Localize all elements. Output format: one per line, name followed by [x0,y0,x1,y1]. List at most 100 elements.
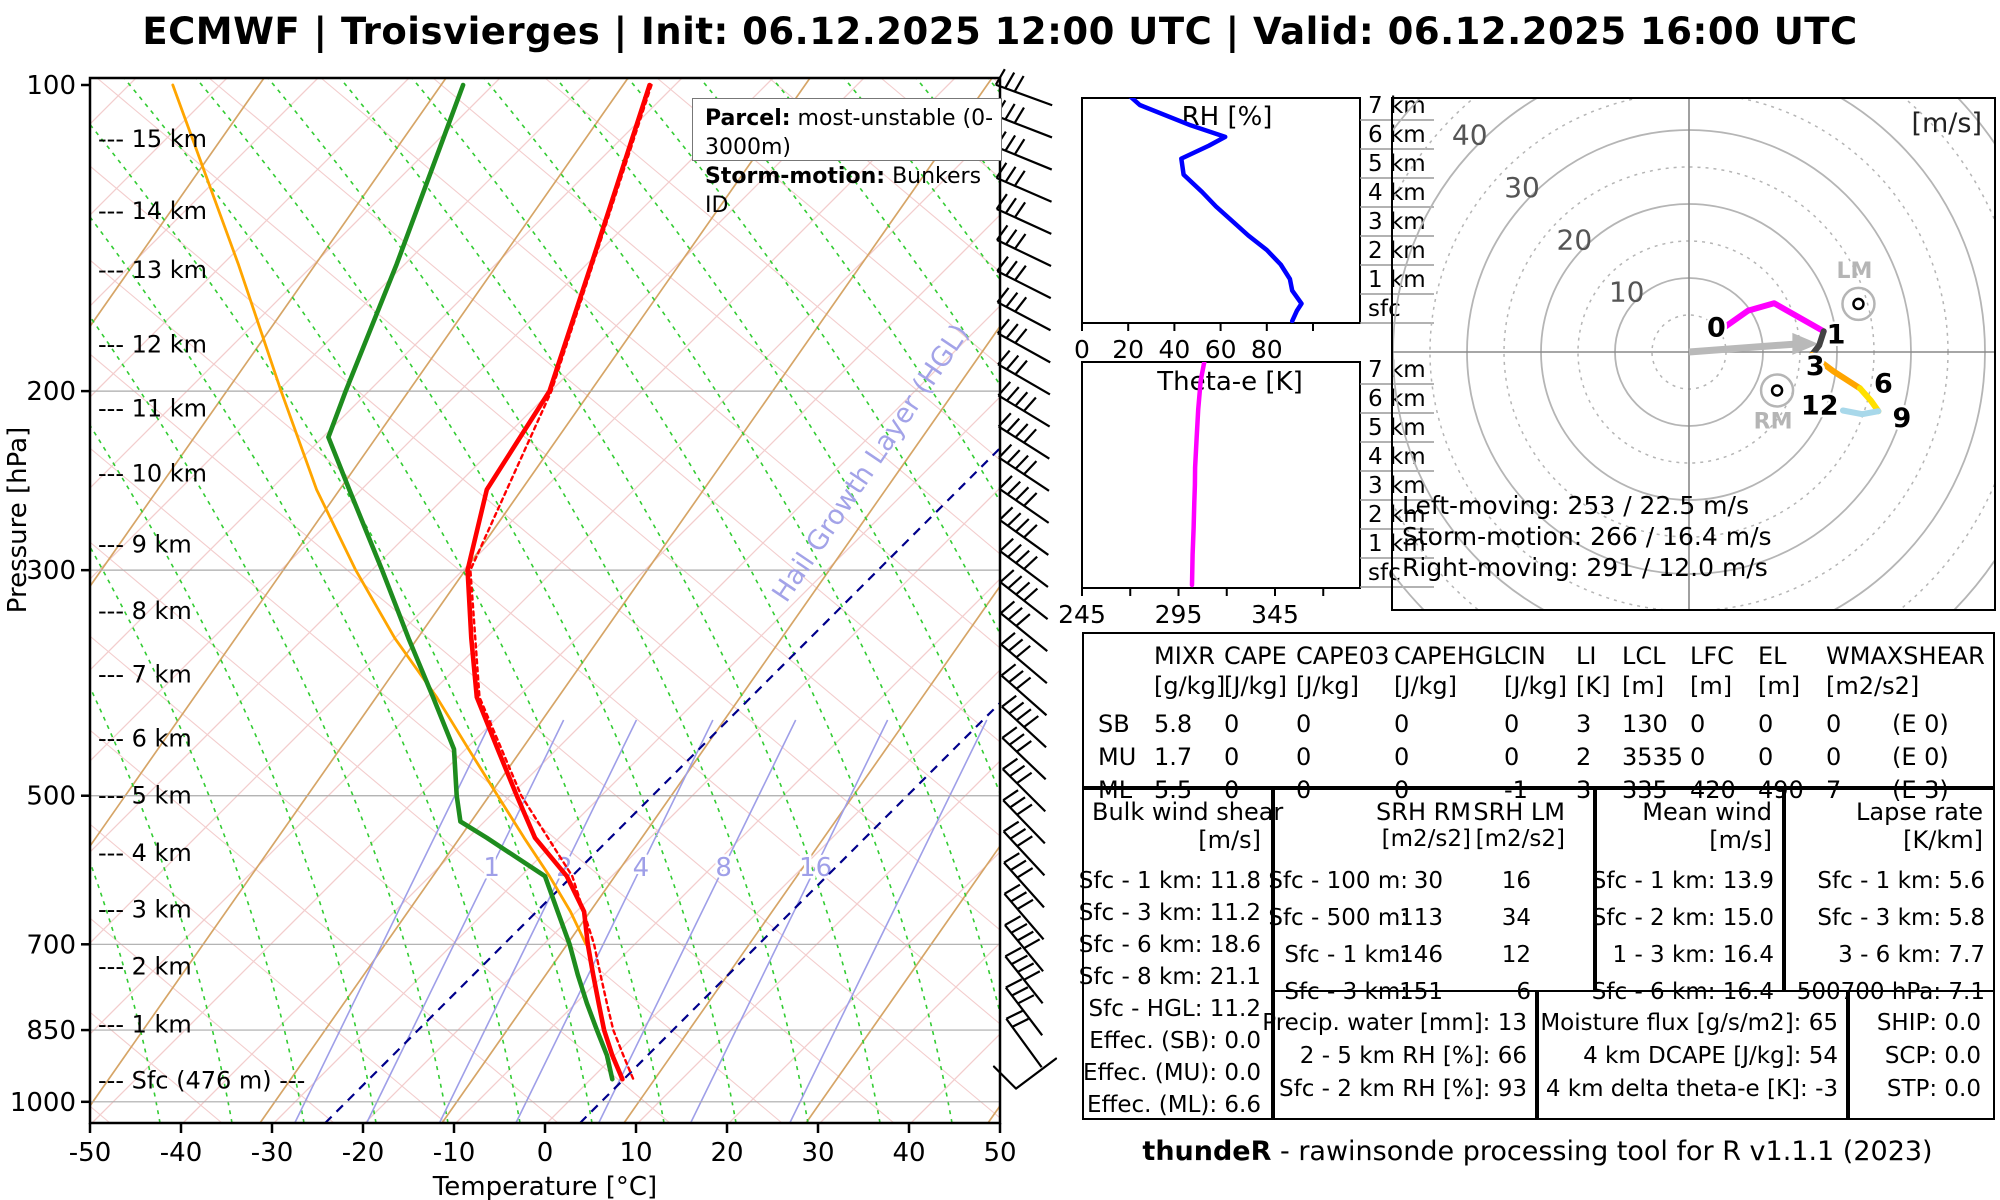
legend-parcel-line: Parcel: most-unstable (0-3000m) [705,106,994,160]
shear-row: Sfc - 8 km: 21.1 [1078,964,1261,990]
svg-text:--- Sfc (476 m) ---: --- Sfc (476 m) --- [98,1067,305,1095]
row-label-sb: SB [1098,710,1130,738]
svg-text:--- 6 km: --- 6 km [98,724,192,752]
cell-value: 335 [1622,776,1668,804]
col-unit: [m] [1622,672,1665,700]
col-unit: [J/kg] [1224,672,1288,700]
svg-text:Pressure [hPa]: Pressure [hPa] [3,427,33,614]
svg-text:3 km: 3 km [1368,473,1426,499]
col-header-cin: CIN [1504,642,1546,670]
cell-value: 3 [1576,710,1592,738]
svg-text:--- 11 km: --- 11 km [98,394,207,422]
col-header-cape03: CAPE03 [1296,642,1390,670]
cell-value: 0 [1690,710,1706,738]
srh-rm-value: 113 [1399,905,1443,931]
srh-key: Sfc - 3 km: [1284,979,1408,1005]
svg-text:--- 8 km: --- 8 km [98,597,192,625]
svg-text:--- 7 km: --- 7 km [98,661,192,689]
meanwind-row: 1 - 3 km: 16.4 [1612,942,1775,968]
left-moving-text: Left-moving: 253 / 22.5 m/s [1402,491,1749,520]
srh-key: Sfc - 100 m: [1268,868,1408,894]
svg-text:Temperature [°C]: Temperature [°C] [432,1172,657,1200]
legend-storm-line: Storm-motion: Bunkers ID [705,164,982,218]
meanwind-row: Sfc - 2 km: 15.0 [1591,905,1774,931]
lapse-row: 500700 hPa: 7.1 [1796,979,1985,1005]
srh-lm-value: 34 [1501,905,1531,931]
cell-value: 0 [1758,743,1774,771]
svg-text:--- 13 km: --- 13 km [98,256,207,284]
lapse-row: Sfc - 3 km: 5.8 [1817,905,1985,931]
svg-text:5 km: 5 km [1368,415,1426,441]
cell-value: 5.5 [1154,776,1193,804]
srh-lm-value: 6 [1516,979,1531,1005]
cell-value: 0 [1394,776,1410,804]
page-title: ECMWF | Troisvierges | Init: 06.12.2025 … [142,10,1858,53]
cell-value: 0 [1504,743,1520,771]
cell-value: 0 [1296,710,1312,738]
col-unit: [g/kg] [1154,672,1226,700]
svg-text:100: 100 [26,71,76,101]
lapse-row: 3 - 6 km: 7.7 [1838,942,1985,968]
srh-lm-value: 16 [1501,868,1531,894]
svg-text:-20: -20 [342,1138,384,1168]
cell-value: 130 [1622,710,1668,738]
srh-rm-header: SRH RM [1376,798,1471,826]
cell-value: 0 [1826,710,1842,738]
svg-text:Theta-e [K]: Theta-e [K] [1156,367,1302,397]
cell-effective: (E 0) [1892,710,1949,738]
svg-text:--- 5 km: --- 5 km [98,782,192,810]
hodograph: 10 20 30 40 LM RM 0 13 6 9 12 [m/s] [1392,98,1995,610]
svg-text:1 km: 1 km [1368,267,1426,293]
footer-credit: thundeR - rawinsonde processing tool for… [1080,1136,1995,1167]
svg-text:--- 2 km: --- 2 km [98,952,192,980]
svg-text:500: 500 [26,782,76,812]
svg-text:40: 40 [1452,119,1488,152]
col-unit: [J/kg] [1394,672,1458,700]
box-unit: [m/s] [1198,826,1261,854]
indices-table: MIXR [g/kg] CAPE [J/kg] CAPE03 [J/kg] CAPEHGL[… [1082,632,1995,804]
cell-value: 5.8 [1154,710,1193,738]
col-unit: [J/kg] [1296,672,1360,700]
svg-text:20: 20 [710,1138,743,1168]
srh-key: Sfc - 500 m: [1268,905,1408,931]
box-title: Bulk wind shear [1092,798,1284,826]
box-unit: [m/s] [1709,826,1772,854]
cell-value: 0 [1826,743,1842,771]
svg-text:200: 200 [26,377,76,407]
srh-rm-unit: [m2/s2] [1381,826,1471,852]
wind-barb-column [992,68,1058,1090]
srh-lm-unit: [m2/s2] [1475,826,1565,852]
precip-box: Precip. water [mm]: 13 2 - 5 km RH [%]: 6… [1262,990,1537,1120]
svg-text:sfc: sfc [1368,560,1401,586]
svg-text:2 km: 2 km [1368,502,1426,528]
footer-text: - rawinsonde processing tool for R v1.1.… [1271,1136,1933,1167]
mixing-ratio-lines: 1 2 4 8 16 [294,719,988,1123]
storm-motion-text: Storm-motion: 266 / 16.4 m/s [1402,522,1772,551]
svg-text:5 km: 5 km [1368,151,1426,177]
col-header-lcl: LCL [1622,642,1666,670]
cell-value: 0 [1296,743,1312,771]
precip-row: 2 - 5 km RH [%]: 66 [1299,1043,1527,1069]
svg-text:--- 4 km: --- 4 km [98,839,192,867]
svg-text:40: 40 [1158,335,1190,364]
svg-text:-50: -50 [69,1138,111,1168]
lapse-rate-box: Lapse rate [K/km] Sfc - 1 km: 5.6 Sfc - 3 k… [1784,788,1995,1005]
svg-text:1: 1 [1827,319,1846,350]
svg-text:3 km: 3 km [1368,209,1426,235]
col-unit: [m] [1690,672,1733,700]
row-label-mu: MU [1098,743,1137,771]
col-unit: [m2/s2] [1826,672,1920,700]
skewt-background [90,78,1000,1123]
moisture-row: 4 km delta theta-e [K]: -3 [1545,1076,1838,1102]
svg-text:4: 4 [633,853,650,883]
composite-box: SHIP: 0.0 SCP: 0.0 STP: 0.0 [1848,990,1995,1120]
svg-text:RM: RM [1754,409,1793,434]
svg-text:245: 245 [1058,600,1106,629]
cell-value: 7 [1826,776,1842,804]
row-label-ml: ML [1098,776,1133,804]
thetae-curve [1189,362,1207,588]
cell-value: 3 [1576,776,1592,804]
svg-text:--- 15 km: --- 15 km [98,125,207,153]
